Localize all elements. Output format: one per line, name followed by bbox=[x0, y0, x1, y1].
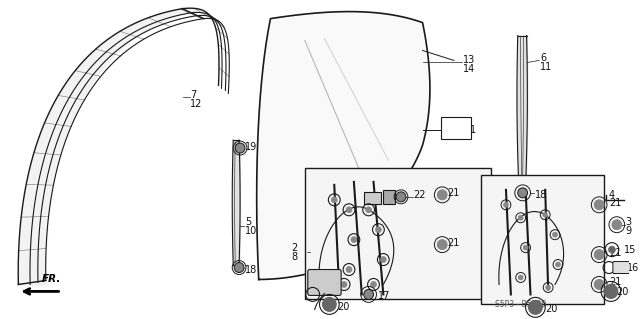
Text: 21: 21 bbox=[609, 248, 621, 258]
Text: 9: 9 bbox=[626, 226, 632, 236]
FancyBboxPatch shape bbox=[481, 175, 604, 304]
Text: 18: 18 bbox=[245, 264, 257, 275]
Text: 13: 13 bbox=[463, 56, 475, 65]
Polygon shape bbox=[257, 11, 430, 279]
Text: 5: 5 bbox=[245, 217, 252, 227]
Circle shape bbox=[518, 215, 523, 220]
Circle shape bbox=[546, 285, 550, 290]
Text: 21: 21 bbox=[447, 238, 460, 248]
Circle shape bbox=[396, 192, 406, 202]
Circle shape bbox=[556, 262, 561, 267]
Circle shape bbox=[504, 202, 508, 207]
Circle shape bbox=[332, 197, 337, 203]
Circle shape bbox=[612, 220, 621, 230]
FancyBboxPatch shape bbox=[613, 262, 630, 273]
Circle shape bbox=[346, 267, 352, 272]
FancyBboxPatch shape bbox=[383, 190, 395, 204]
Circle shape bbox=[365, 207, 372, 213]
Text: 1: 1 bbox=[470, 125, 476, 135]
FancyBboxPatch shape bbox=[441, 117, 470, 139]
Circle shape bbox=[529, 300, 542, 314]
Circle shape bbox=[595, 200, 604, 210]
Text: 2: 2 bbox=[291, 243, 298, 253]
Circle shape bbox=[380, 256, 387, 263]
Text: 21: 21 bbox=[609, 198, 621, 208]
Text: 11: 11 bbox=[540, 63, 552, 72]
Circle shape bbox=[543, 212, 548, 217]
Text: 20: 20 bbox=[545, 304, 557, 314]
Circle shape bbox=[235, 143, 245, 153]
Text: 3: 3 bbox=[626, 217, 632, 227]
FancyBboxPatch shape bbox=[364, 192, 381, 204]
Circle shape bbox=[364, 289, 374, 300]
Circle shape bbox=[234, 263, 244, 272]
Text: S5P3 - B5300: S5P3 - B5300 bbox=[495, 300, 547, 309]
Text: 17: 17 bbox=[378, 291, 391, 301]
Text: 12: 12 bbox=[190, 99, 202, 109]
FancyBboxPatch shape bbox=[305, 168, 492, 300]
FancyBboxPatch shape bbox=[308, 270, 341, 295]
Circle shape bbox=[351, 237, 357, 243]
Circle shape bbox=[604, 285, 618, 298]
Circle shape bbox=[595, 279, 604, 289]
Text: 20: 20 bbox=[616, 287, 628, 297]
Circle shape bbox=[371, 281, 376, 287]
Circle shape bbox=[332, 281, 337, 287]
Text: 10: 10 bbox=[245, 226, 257, 236]
Circle shape bbox=[437, 190, 447, 200]
Circle shape bbox=[552, 232, 557, 237]
Text: 15: 15 bbox=[624, 245, 636, 255]
Text: 22: 22 bbox=[413, 190, 426, 200]
Text: 16: 16 bbox=[627, 263, 639, 272]
Circle shape bbox=[518, 188, 527, 198]
Text: 21: 21 bbox=[447, 188, 460, 198]
Text: 14: 14 bbox=[463, 64, 475, 74]
Text: 18: 18 bbox=[536, 190, 548, 200]
Circle shape bbox=[518, 275, 523, 280]
Circle shape bbox=[523, 245, 528, 250]
Circle shape bbox=[437, 240, 447, 249]
Text: 6: 6 bbox=[540, 54, 547, 63]
Circle shape bbox=[323, 297, 336, 311]
Circle shape bbox=[609, 246, 616, 253]
Circle shape bbox=[346, 207, 352, 213]
Text: 8: 8 bbox=[291, 252, 297, 262]
Circle shape bbox=[595, 249, 604, 260]
Text: 21: 21 bbox=[609, 278, 621, 287]
Text: 4: 4 bbox=[609, 190, 615, 200]
Text: FR.: FR. bbox=[42, 274, 61, 285]
Text: 7: 7 bbox=[190, 90, 196, 100]
Text: 19: 19 bbox=[245, 142, 257, 152]
Circle shape bbox=[376, 227, 381, 233]
Circle shape bbox=[341, 281, 347, 287]
Text: 20: 20 bbox=[337, 302, 349, 312]
